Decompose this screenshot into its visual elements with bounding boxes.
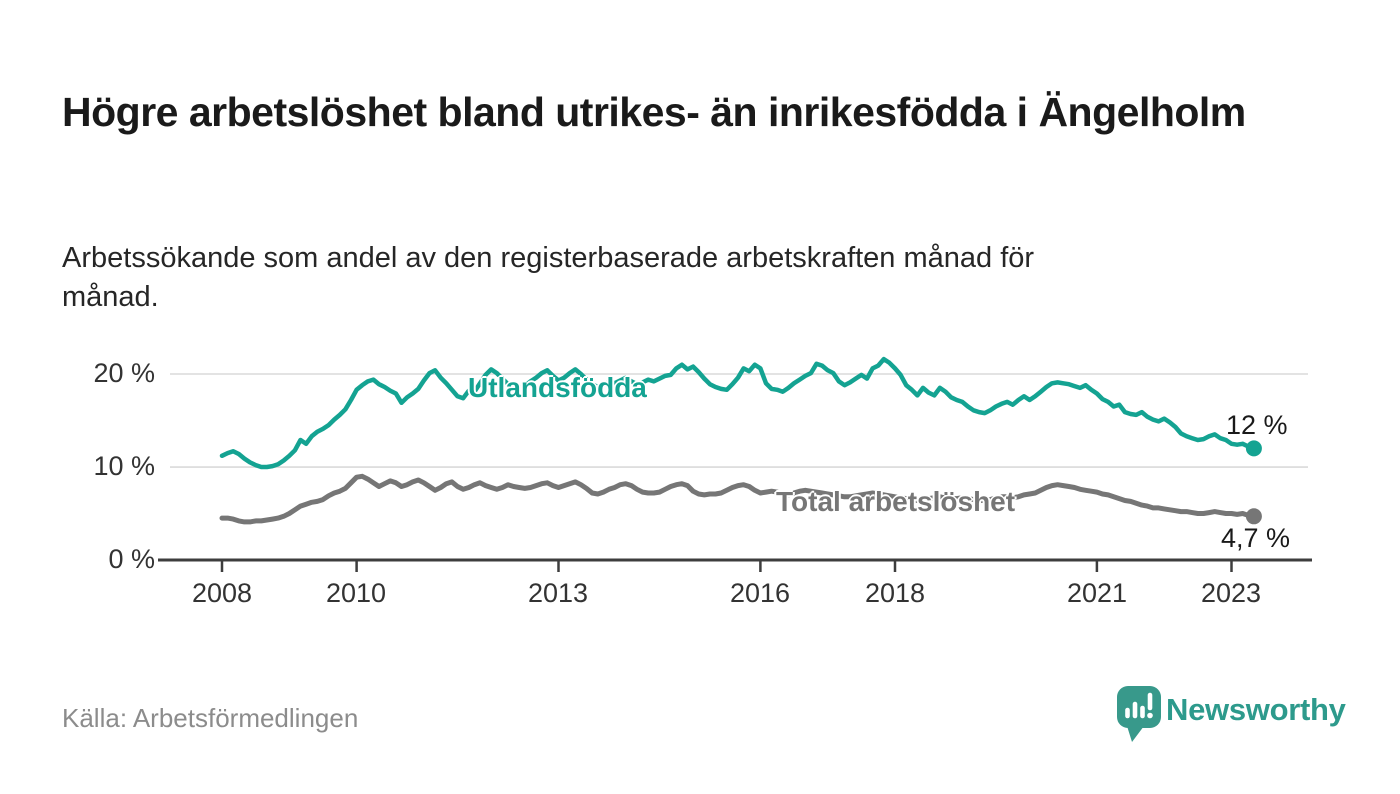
page-title: Högre arbetslöshet bland utrikes- än inr… xyxy=(62,89,1246,136)
end-value-label-total: 4,7 % xyxy=(1221,523,1291,553)
series-label-utlandsfodda: Utlandsfödda xyxy=(468,372,647,403)
x-tick-label-2013: 2013 xyxy=(527,578,589,608)
x-axis-ticks xyxy=(220,560,1233,572)
logo-exclamation-dot xyxy=(1147,712,1153,719)
x-tick-label-2023: 2023 xyxy=(1200,578,1262,608)
series-label-total-arbetsloshet: Total arbetslöshet xyxy=(776,486,1016,517)
source-credit: Källa: Arbetsförmedlingen xyxy=(62,703,359,733)
x-tick-label-2008: 2008 xyxy=(191,578,253,608)
foreign-born-endpoint-dot xyxy=(1245,440,1262,457)
y-tick-label-10: 10 % xyxy=(93,451,155,481)
page-subtitle: Arbetssökande som andel av den registerb… xyxy=(62,242,1035,314)
total-unemployment-endpoint-dot xyxy=(1245,508,1262,525)
brand-wordmark: Newsworthy xyxy=(1166,692,1346,727)
end-value-label-utlandsfodda: 12 % xyxy=(1226,410,1288,440)
y-tick-label-20: 20 % xyxy=(93,358,155,388)
x-tick-label-2010: 2010 xyxy=(325,578,387,608)
y-tick-label-0: 0 % xyxy=(108,544,155,574)
logo-bars xyxy=(1125,692,1153,719)
foreign-born-line xyxy=(219,356,1257,470)
total-unemployment-line xyxy=(219,473,1257,525)
x-tick-label-2018: 2018 xyxy=(864,578,926,608)
x-tick-label-2021: 2021 xyxy=(1066,578,1128,608)
newsworthy-logo-icon xyxy=(1117,686,1161,742)
x-tick-label-2016: 2016 xyxy=(729,578,791,608)
